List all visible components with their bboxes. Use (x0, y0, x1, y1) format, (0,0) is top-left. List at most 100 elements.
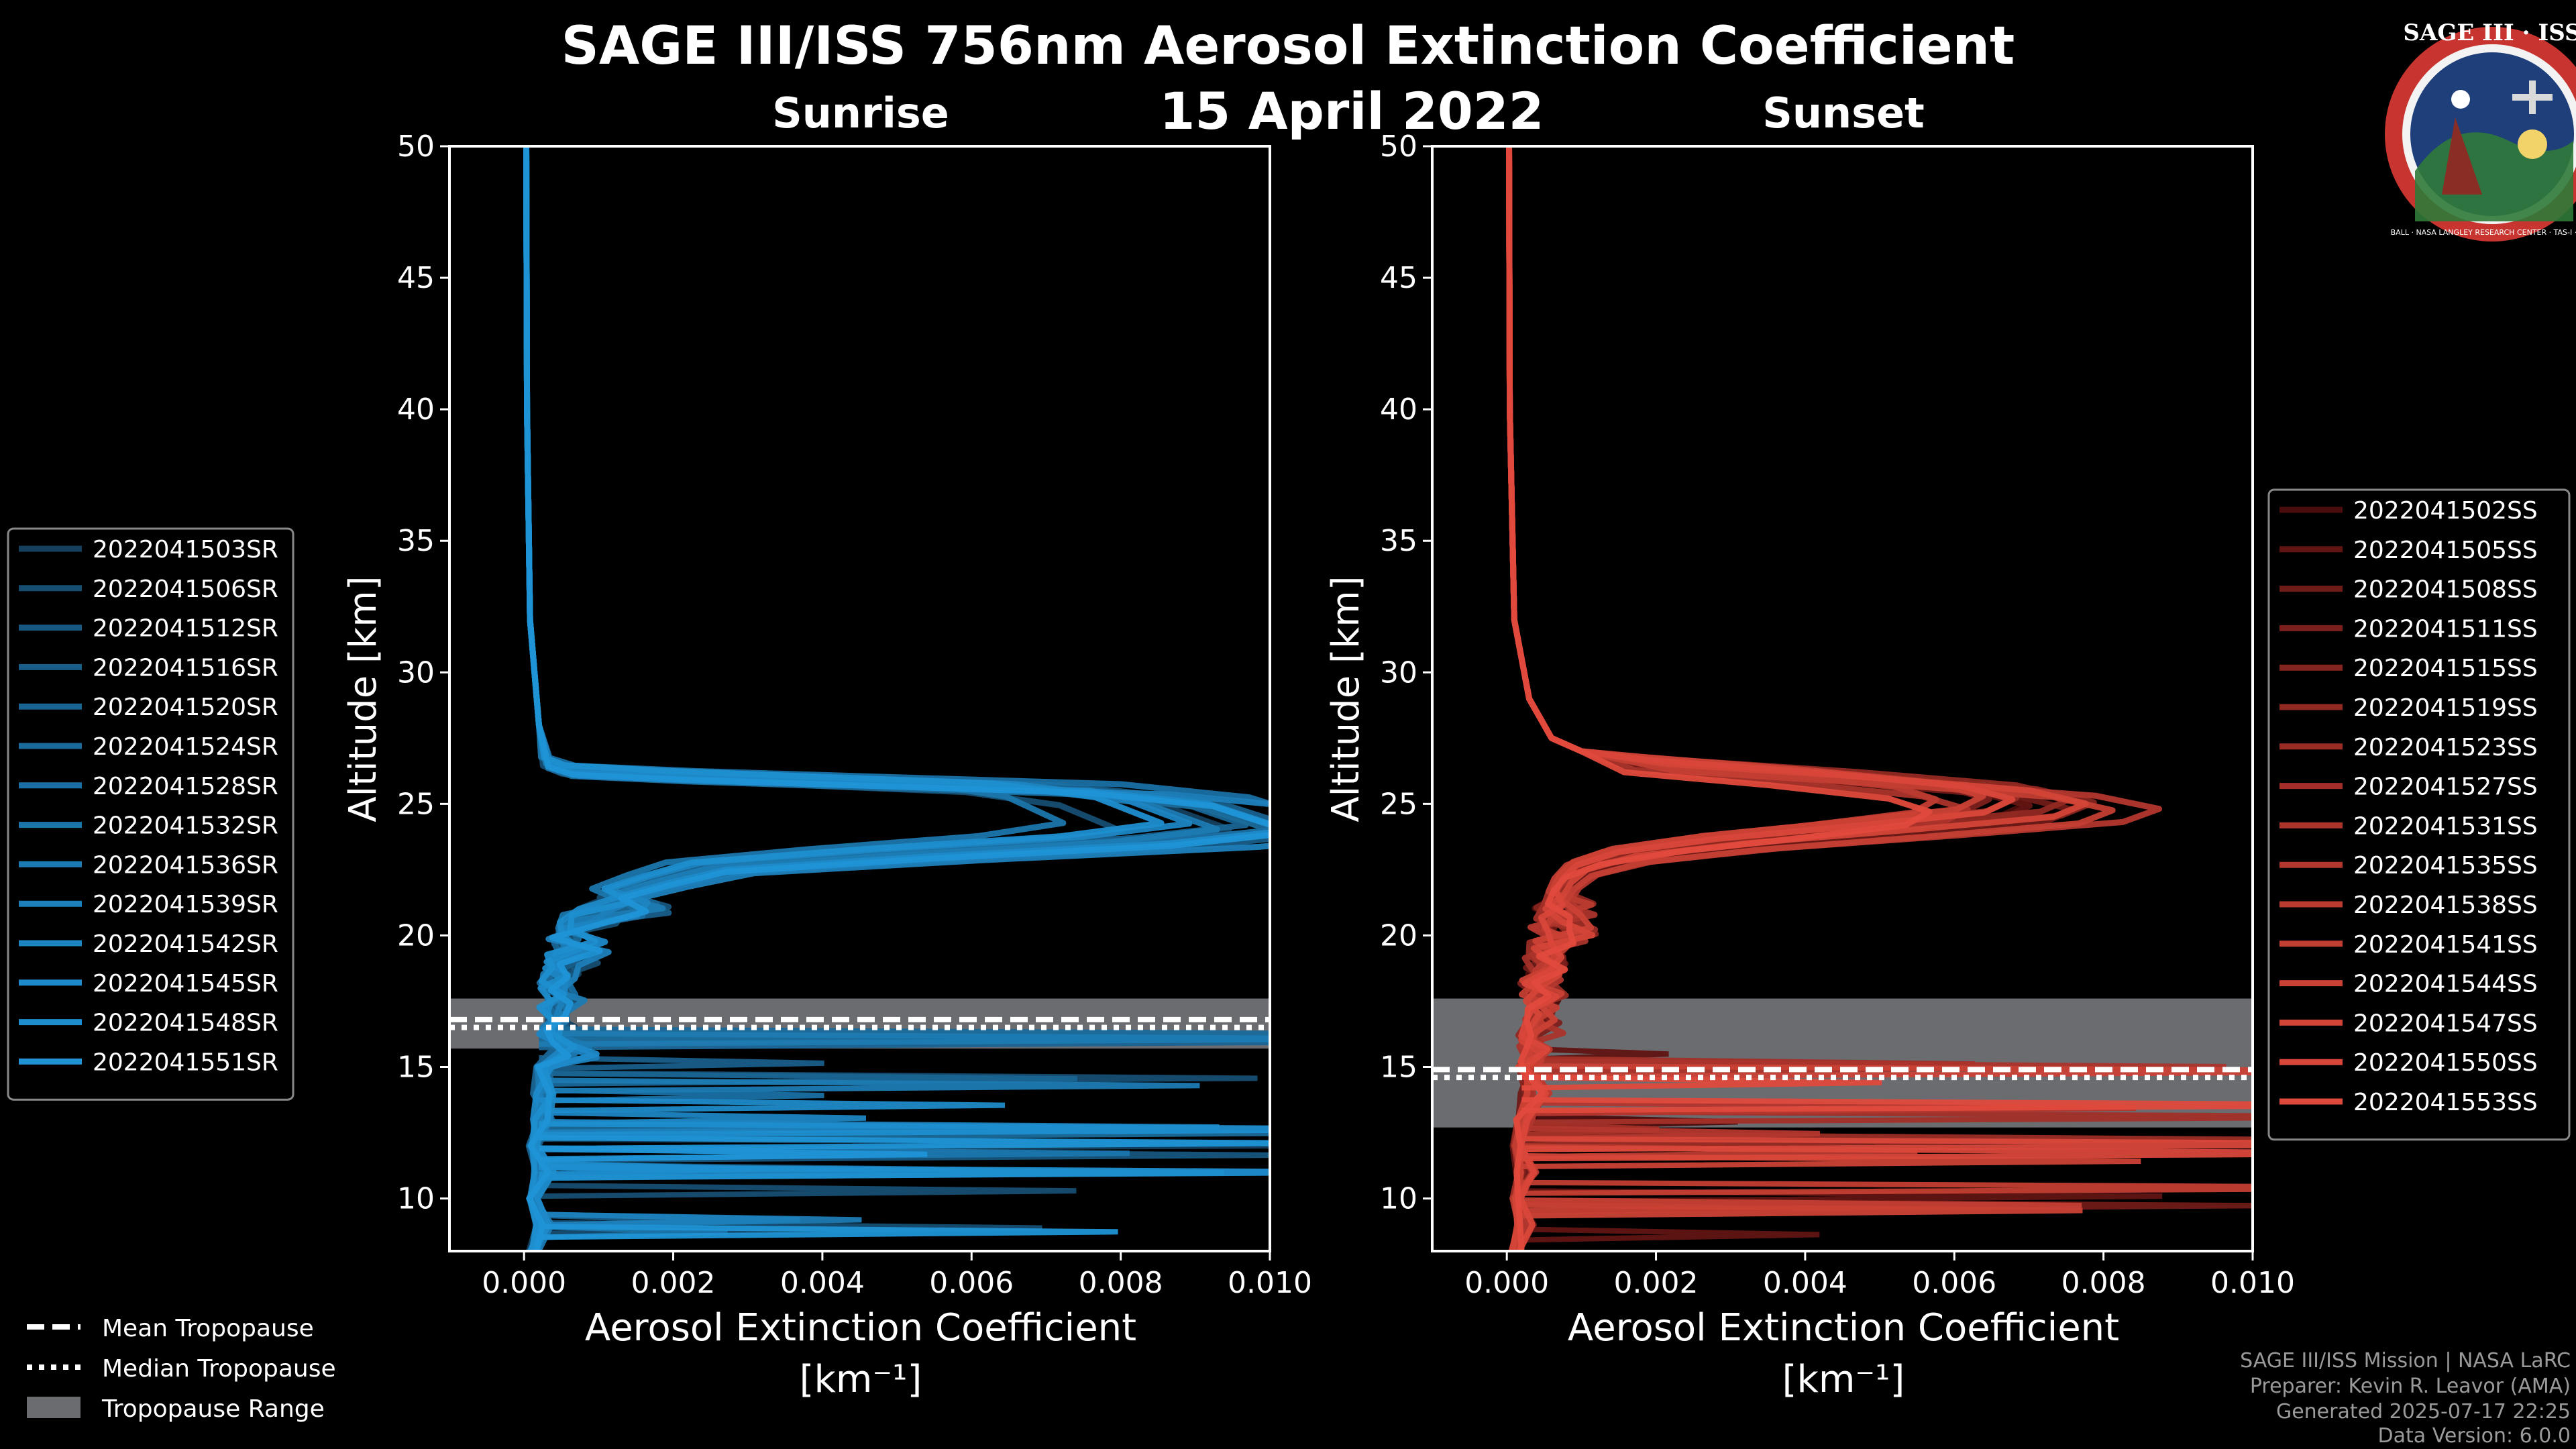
tropopause-legend: Mean Tropopause Median Tropopause Tropop… (27, 1315, 336, 1423)
legend-item-2022041523SS: 2022041523SS (2353, 734, 2538, 761)
y-tick-label: 15 (397, 1051, 435, 1085)
profile-spike-2022041536SR (539, 1077, 1200, 1094)
x-tick-label: 0.008 (1079, 1266, 1163, 1300)
legend-item-2022041553SS: 2022041553SS (2353, 1089, 2538, 1116)
credit-line-4: Data Version: 6.0.0 (2378, 1424, 2571, 1448)
tropopause-range-swatch (27, 1397, 80, 1418)
legend-item-2022041508SS: 2022041508SS (2353, 576, 2538, 604)
legend-item-2022041538SS: 2022041538SS (2353, 892, 2538, 919)
legend-frame (2267, 488, 2571, 1141)
profile-spike-2022041551SR (539, 1224, 1118, 1240)
x-tick-label: 0.010 (1228, 1266, 1312, 1300)
legend-item-2022041519SS: 2022041519SS (2353, 694, 2538, 722)
legend-item-2022041511SS: 2022041511SS (2353, 615, 2538, 643)
x-tick-label: 0.000 (1464, 1266, 1549, 1300)
legend-item-2022041505SS: 2022041505SS (2353, 537, 2538, 564)
credit-line-2: Preparer: Kevin R. Leavor (AMA) (2250, 1375, 2571, 1398)
plot-frame (448, 145, 1271, 1252)
sunrise-x-axis-units: [km⁻¹] (800, 1358, 922, 1401)
y-tick-label: 25 (1380, 787, 1417, 821)
profile-spike-2022041551SR (539, 1135, 1270, 1152)
x-tick-label: 0.008 (2061, 1266, 2146, 1300)
y-tick-label: 50 (1380, 129, 1417, 164)
profile-spike-2022041545SR (539, 1097, 1006, 1114)
x-tick-label: 0.002 (631, 1266, 716, 1300)
x-tick-label: 0.010 (2210, 1266, 2295, 1300)
legend-item-2022041551SR: 2022041551SR (93, 1049, 278, 1076)
y-tick-label: 35 (397, 524, 435, 558)
profile-spike-2022041550SS (1521, 1145, 2253, 1162)
y-tick-label: 15 (1380, 1051, 1417, 1085)
date-label: 15 April 2022 (1159, 81, 1544, 141)
legend-item-2022041536SR: 2022041536SR (93, 851, 278, 879)
profile-spike-2022041541SS (1521, 1179, 2253, 1196)
sunrise-y-axis-label: Altitude [km] (341, 576, 385, 822)
x-tick-label: 0.006 (1912, 1266, 1996, 1300)
legend-item-2022041547SS: 2022041547SS (2353, 1010, 2538, 1037)
legend-item-2022041539SR: 2022041539SR (93, 891, 278, 918)
profile-spike-2022041548SR (539, 1164, 1270, 1181)
legend-item-2022041548SR: 2022041548SR (93, 1010, 278, 1037)
x-tick-label: 0.000 (482, 1266, 566, 1300)
sunset-panel-title: Sunset (1762, 89, 1925, 138)
legend-item-2022041535SS: 2022041535SS (2353, 852, 2538, 879)
y-tick-label: 40 (397, 392, 435, 427)
sunset-y-axis-label: Altitude [km] (1324, 576, 1368, 822)
legend-item-2022041532SR: 2022041532SR (93, 812, 278, 840)
y-tick-label: 10 (1380, 1182, 1417, 1216)
credit-line-3: Generated 2025-07-17 22:25 (2276, 1400, 2571, 1424)
legend-frame (7, 527, 294, 1101)
sunrise-series-legend: 2022041503SR 2022041506SR 2022041512SR 2022… (7, 527, 294, 1101)
y-tick-label: 45 (1380, 261, 1417, 295)
sunrise-x-axis-label: Aerosol Extinction Coefficient (585, 1306, 1136, 1350)
profile-spike-2022041542SR (539, 1110, 866, 1126)
legend-item-2022041515SS: 2022041515SS (2353, 655, 2538, 682)
legend-item-2022041506SR: 2022041506SR (93, 576, 278, 603)
y-tick-label: 30 (1380, 655, 1417, 690)
legend-item-2022041550SS: 2022041550SS (2353, 1049, 2538, 1077)
legend-item-2022041512SR: 2022041512SR (93, 615, 278, 643)
x-tick-label: 0.002 (1614, 1266, 1699, 1300)
profile-line-2022041551SR (523, 146, 1270, 1251)
legend-item-2022041542SR: 2022041542SR (93, 930, 278, 958)
legend-item-2022041524SR: 2022041524SR (93, 733, 278, 761)
sage-iii-iss-logo: SAGE III · ISS BALL · NASA LANGLEY RESEA… (2385, 19, 2576, 241)
credit-line-1: SAGE III/ISS Mission | NASA LaRC (2240, 1349, 2571, 1373)
x-tick-label: 0.004 (780, 1266, 865, 1300)
sunset-series-legend: 2022041502SS 2022041505SS 2022041508SS 2022… (2267, 488, 2571, 1141)
y-tick-label: 45 (397, 261, 435, 295)
legend-item-2022041531SS: 2022041531SS (2353, 812, 2538, 840)
legend-item-2022041544SS: 2022041544SS (2353, 971, 2538, 998)
sunset-x-axis-label: Aerosol Extinction Coefficient (1568, 1306, 2119, 1350)
profile-spike-2022041536SR (539, 1030, 1270, 1047)
x-tick-label: 0.004 (1763, 1266, 1847, 1300)
sunrise-panel-title: Sunrise (772, 89, 949, 138)
main-title: SAGE III/ISS 756nm Aerosol Extinction Co… (561, 16, 2015, 76)
profile-spike-2022041548SR (539, 1121, 1270, 1138)
legend-item-2022041528SR: 2022041528SR (93, 773, 278, 800)
y-tick-label: 20 (397, 918, 435, 953)
legend-item-2022041527SS: 2022041527SS (2353, 773, 2538, 801)
logo-ring-text: BALL · NASA LANGLEY RESEARCH CENTER · TA… (2391, 228, 2576, 237)
legend-item-2022041545SR: 2022041545SR (93, 970, 278, 998)
y-tick-label: 10 (397, 1182, 435, 1216)
mean-tropopause-label: Mean Tropopause (102, 1315, 314, 1342)
legend-item-2022041520SR: 2022041520SR (93, 694, 278, 721)
profile-spike-2022041553SS (1521, 1097, 2253, 1114)
sunset-x-axis-units: [km⁻¹] (1782, 1358, 1905, 1401)
profile-line-2022041553SS (1506, 146, 1933, 1251)
x-tick-label: 0.006 (929, 1266, 1014, 1300)
profile-spike-2022041551SR (539, 1146, 928, 1163)
y-tick-label: 30 (397, 655, 435, 690)
median-tropopause-label: Median Tropopause (102, 1355, 336, 1383)
sunrise-panel: 10 15 20 25 30 35 40 45 50 0.000 0.002 0.004 0.006 0.… (397, 129, 1312, 1300)
legend-item-2022041541SS: 2022041541SS (2353, 931, 2538, 959)
y-tick-label: 20 (1380, 918, 1417, 953)
plot-frame (1431, 145, 2254, 1252)
tropopause-range-label: Tropopause Range (101, 1395, 325, 1423)
credits: SAGE III/ISS Mission | NASA LaRC Prepare… (2240, 1349, 2571, 1448)
profile-spike-2022041516SR (539, 1055, 824, 1071)
y-tick-label: 40 (1380, 392, 1417, 427)
profile-spike-2022041544SS (1521, 1202, 2083, 1219)
y-tick-label: 25 (397, 787, 435, 821)
